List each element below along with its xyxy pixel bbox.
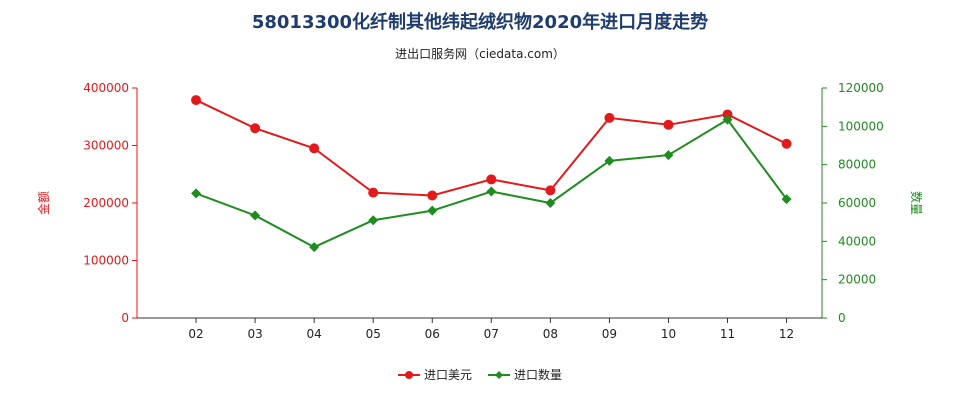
data-point <box>368 215 379 226</box>
data-point <box>309 242 320 253</box>
data-point <box>250 210 261 221</box>
data-point <box>604 155 615 166</box>
x-axis-tick-label: 11 <box>720 327 735 341</box>
data-point <box>368 187 379 198</box>
data-point <box>309 143 320 154</box>
right-axis-tick-label: 20000 <box>838 273 876 287</box>
right-axis-tick-label: 60000 <box>838 196 876 210</box>
x-axis-tick-label: 03 <box>247 327 262 341</box>
x-axis-tick-label: 09 <box>602 327 617 341</box>
data-point <box>663 150 674 161</box>
right-axis-tick-label: 0 <box>838 311 846 325</box>
x-axis-tick-label: 10 <box>661 327 676 341</box>
right-axis-title: 数量 <box>909 191 924 215</box>
x-axis-tick-label: 07 <box>484 327 499 341</box>
left-axis-tick-label: 200000 <box>83 196 129 210</box>
data-point <box>722 114 733 125</box>
legend-marker <box>405 371 413 379</box>
x-axis-tick-label: 06 <box>425 327 440 341</box>
x-axis-tick-label: 08 <box>543 327 558 341</box>
data-point <box>604 112 615 123</box>
right-axis-tick-label: 120000 <box>838 81 884 95</box>
left-axis-title: 金额 <box>36 191 51 215</box>
legend: 进口美元 进口数量 <box>398 367 562 382</box>
right-axis-tick-label: 40000 <box>838 234 876 248</box>
series-layer <box>191 95 792 253</box>
data-point <box>191 95 202 106</box>
axes: 0 100000 200000 300000 400000 金额 0 20000 40000 60… <box>36 81 924 341</box>
data-point <box>545 198 556 208</box>
data-point <box>781 194 792 205</box>
chart-subtitle: 进出口服务网（ciedata.com） <box>395 47 565 61</box>
data-point <box>545 185 556 196</box>
data-point <box>486 186 497 197</box>
legend-marker <box>495 371 503 379</box>
data-point <box>427 190 438 201</box>
data-point <box>722 109 733 120</box>
left-axis-tick-label: 0 <box>121 311 129 325</box>
data-point <box>781 138 792 149</box>
data-point <box>191 188 202 199</box>
left-axis-tick-label: 100000 <box>83 254 129 268</box>
legend-label: 进口美元 <box>424 368 472 382</box>
data-point <box>663 119 674 130</box>
data-point <box>486 174 497 185</box>
right-axis-tick-label: 100000 <box>838 119 884 133</box>
left-axis-tick-label: 300000 <box>83 139 129 153</box>
x-axis-tick-label: 04 <box>307 327 322 341</box>
x-axis-tick-label: 12 <box>779 327 794 341</box>
legend-label: 进口数量 <box>514 367 562 382</box>
data-point <box>427 205 438 216</box>
chart-title: 58013300化纤制其他纬起绒织物2020年进口月度走势 <box>251 12 709 33</box>
x-axis-tick-label: 05 <box>366 327 381 341</box>
right-axis-tick-label: 80000 <box>838 158 876 172</box>
x-axis-tick-label: 02 <box>188 327 203 341</box>
left-axis-tick-label: 400000 <box>83 81 129 95</box>
data-point <box>250 123 261 134</box>
